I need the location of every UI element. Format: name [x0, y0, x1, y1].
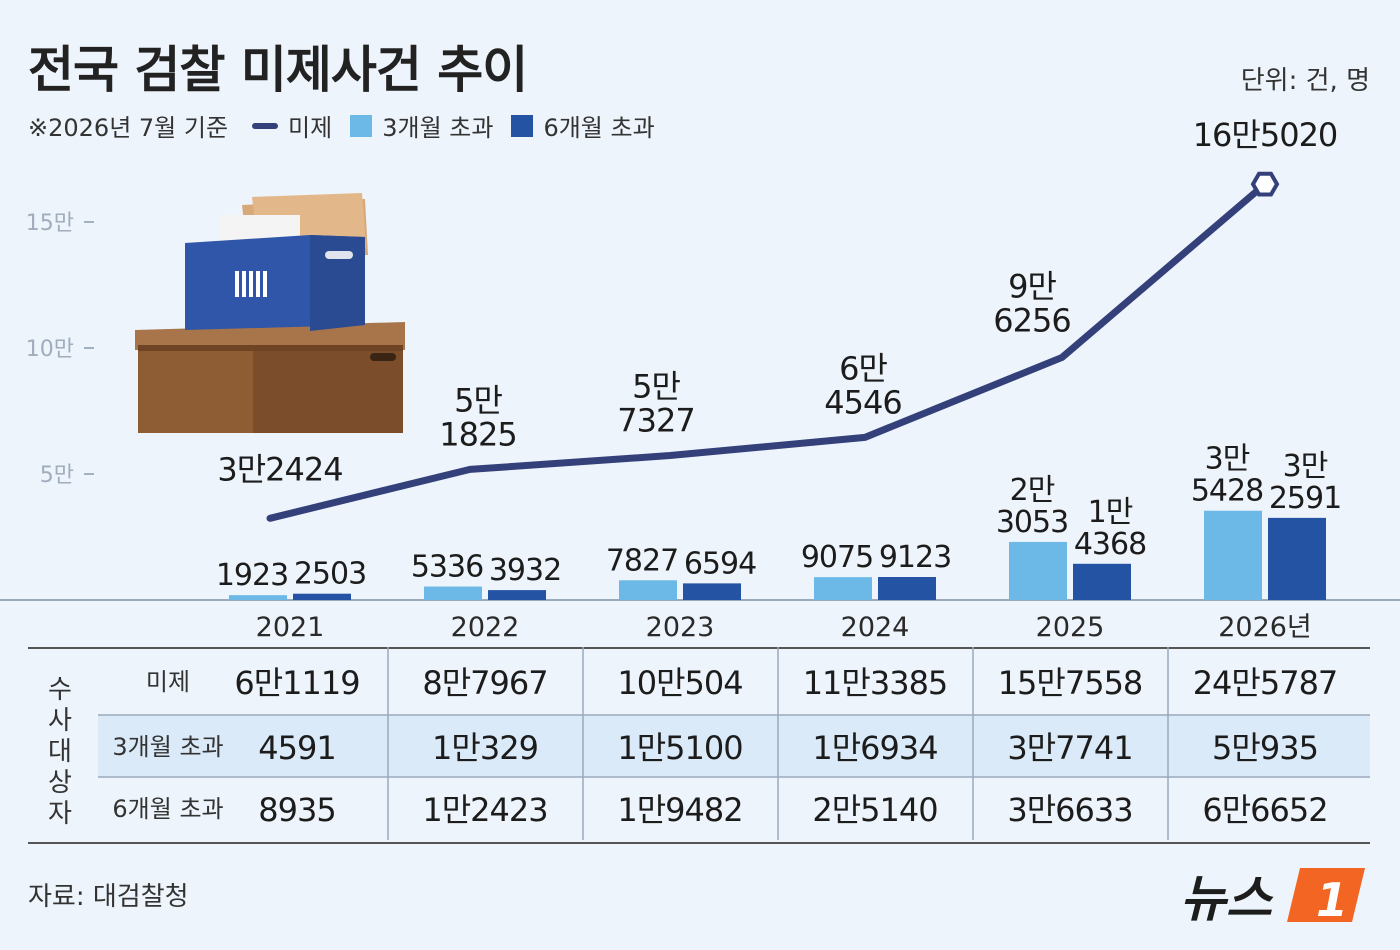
bar-data-label: 5336 [411, 550, 483, 585]
bar-6months [488, 590, 546, 600]
line-data-label: 4546 [824, 383, 901, 421]
line-data-label: 9만 [1008, 267, 1056, 305]
bar-data-label: 9123 [879, 540, 951, 575]
table-cell: 2만5140 [812, 791, 937, 829]
bar-data-label: 2만 [1010, 473, 1055, 508]
line-data-label: 16만5020 [1193, 116, 1338, 154]
line-data-label: 1825 [439, 415, 516, 453]
bar-data-label: 2591 [1269, 481, 1341, 516]
line-data-label: 5만 [454, 381, 502, 419]
source-note: 자료: 대검찰청 [28, 882, 189, 912]
bar-data-label: 5428 [1191, 474, 1263, 509]
line-data-label: 7327 [617, 402, 694, 440]
bar-data-label: 1923 [216, 558, 288, 593]
bar-6months [293, 593, 351, 600]
line-data-label: 3만2424 [217, 450, 342, 488]
legend: ※2026년 7월 기준 미제 3개월 초과 6개월 초과 [28, 108, 655, 143]
bar-data-label: 3932 [489, 553, 561, 588]
table-cell: 1만329 [432, 729, 538, 767]
x-tick-label: 2024 [841, 612, 910, 643]
table-cell: 1만6934 [812, 729, 937, 767]
table-cell: 1만5100 [617, 729, 742, 767]
page-title: 전국 검찰 미제사건 추이 [28, 41, 528, 99]
legend-note: ※2026년 7월 기준 [28, 114, 229, 142]
logo-mark: 1 [1316, 873, 1348, 927]
table-cell: 10만504 [617, 664, 742, 702]
legend-bar1-key [350, 114, 373, 137]
x-tick-label: 2021 [256, 612, 325, 643]
line-data-label: 5만 [632, 368, 680, 406]
x-tick-label: 2026년 [1218, 612, 1312, 643]
table-cell: 1만9482 [617, 791, 742, 829]
line-data-label: 6만 [839, 349, 887, 387]
table-cell: 4591 [258, 729, 335, 767]
line-series-unsettled [266, 180, 1269, 522]
y-tick-label: 5만 [40, 463, 74, 488]
table-row-label: 미제 [146, 668, 190, 696]
table-group-label-char: 자 [48, 799, 72, 829]
table-cell: 1만2423 [422, 791, 547, 829]
legend-bar1-label: 3개월 초과 [382, 114, 494, 142]
bar-3months [1009, 541, 1067, 600]
bar-3months [1204, 510, 1262, 600]
table-cell: 8만7967 [422, 664, 547, 702]
bar-data-label: 3만 [1205, 442, 1250, 477]
table-group-label-char: 대 [48, 737, 72, 767]
news1-logo: 뉴스 1 [1180, 868, 1365, 928]
bar-6months [1073, 563, 1131, 600]
bar-data-label: 2503 [294, 557, 366, 592]
bar-data-label: 3053 [996, 505, 1068, 540]
table-group-label-char: 사 [48, 706, 72, 736]
bar-3months [424, 586, 482, 600]
table-cell: 11만3385 [803, 664, 948, 702]
bar-data-label: 1만 [1088, 495, 1133, 530]
table-cell: 15만7558 [998, 664, 1143, 702]
bar-data-label: 7827 [606, 543, 678, 578]
table-cell: 5만935 [1212, 729, 1318, 767]
x-tick-label: 2025 [1036, 612, 1105, 643]
bar-6months [878, 577, 936, 600]
y-tick-label: 15만 [26, 211, 74, 236]
table-group-label-char: 수 [48, 675, 72, 705]
table-row-label: 6개월 초과 [112, 795, 223, 823]
bar-data-label: 9075 [801, 540, 873, 575]
legend-line-key [252, 122, 279, 129]
unit-label: 단위: 건, 명 [1240, 66, 1370, 96]
line-end-marker [1250, 171, 1280, 197]
table-row-shade [98, 715, 1370, 777]
table-cell: 3만6633 [1007, 791, 1132, 829]
y-tick-label: 10만 [26, 337, 74, 362]
bar-3months [619, 580, 677, 600]
x-tick-label: 2023 [646, 612, 715, 643]
bar-3months [229, 595, 287, 600]
logo-text: 뉴스 [1180, 870, 1274, 928]
bar-6months [683, 583, 741, 600]
document-box-illustration [135, 193, 405, 433]
table-cell: 8935 [258, 791, 335, 829]
table-group-label-char: 상 [48, 768, 72, 798]
bar-6months [1268, 517, 1326, 600]
x-tick-label: 2022 [451, 612, 520, 643]
line-data-label: 6256 [993, 301, 1070, 339]
bar-data-label: 4368 [1074, 527, 1146, 562]
bar-3months [814, 577, 872, 600]
legend-line-label: 미제 [288, 114, 333, 142]
bar-data-label: 6594 [684, 546, 756, 581]
table-row-label: 3개월 초과 [112, 733, 223, 761]
legend-bar2-label: 6개월 초과 [543, 114, 655, 142]
legend-bar2-key [511, 114, 534, 137]
table-top-rule [28, 647, 1370, 649]
table-bottom-rule [28, 842, 1370, 844]
bar-data-label: 3만 [1283, 449, 1328, 484]
table-cell: 6만1119 [234, 664, 359, 702]
table-cell: 24만5787 [1193, 664, 1338, 702]
table-cell: 3만7741 [1007, 729, 1132, 767]
table-cell: 6만6652 [1202, 791, 1327, 829]
